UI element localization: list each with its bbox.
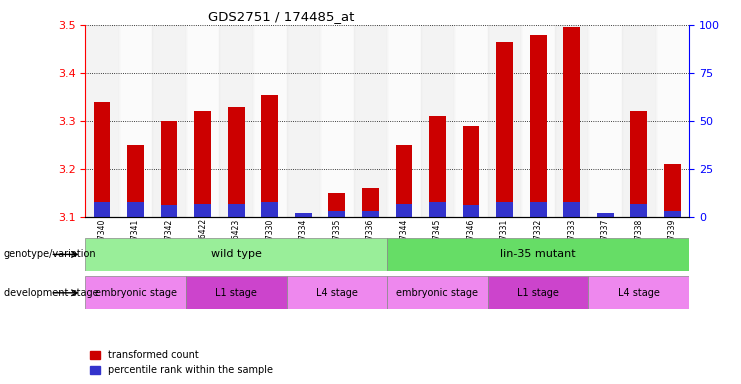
Bar bbox=[664, 211, 681, 217]
Bar bbox=[496, 202, 513, 217]
Bar bbox=[488, 25, 522, 217]
Bar bbox=[127, 202, 144, 217]
Bar bbox=[287, 276, 387, 309]
Bar bbox=[555, 25, 588, 217]
Text: GDS2751 / 174485_at: GDS2751 / 174485_at bbox=[208, 10, 355, 23]
Bar bbox=[530, 202, 547, 217]
Bar bbox=[161, 205, 178, 217]
Bar bbox=[85, 25, 119, 217]
Bar bbox=[563, 27, 580, 217]
Bar bbox=[186, 276, 287, 309]
Bar bbox=[219, 25, 253, 217]
Bar bbox=[622, 25, 656, 217]
Bar bbox=[588, 276, 689, 309]
Bar bbox=[522, 25, 555, 217]
Bar bbox=[227, 204, 245, 217]
Bar bbox=[362, 211, 379, 217]
Bar bbox=[429, 116, 446, 217]
Bar bbox=[496, 42, 513, 217]
Bar bbox=[597, 213, 614, 217]
Bar bbox=[328, 193, 345, 217]
Text: wild type: wild type bbox=[210, 249, 262, 260]
Bar bbox=[387, 25, 421, 217]
Bar bbox=[93, 202, 110, 217]
Bar bbox=[320, 25, 353, 217]
Bar bbox=[186, 25, 219, 217]
Bar bbox=[295, 213, 312, 217]
Bar bbox=[153, 25, 186, 217]
Bar bbox=[488, 276, 588, 309]
Bar bbox=[253, 25, 287, 217]
Text: L4 stage: L4 stage bbox=[618, 288, 659, 298]
Bar bbox=[353, 25, 387, 217]
Bar bbox=[362, 188, 379, 217]
Text: L4 stage: L4 stage bbox=[316, 288, 358, 298]
Bar bbox=[462, 126, 479, 217]
Bar bbox=[462, 205, 479, 217]
Text: embryonic stage: embryonic stage bbox=[396, 288, 479, 298]
Text: lin-35 mutant: lin-35 mutant bbox=[500, 249, 576, 260]
Bar bbox=[262, 202, 278, 217]
Bar bbox=[563, 202, 580, 217]
Bar bbox=[656, 25, 689, 217]
Bar bbox=[194, 204, 211, 217]
Text: embryonic stage: embryonic stage bbox=[95, 288, 176, 298]
Bar bbox=[631, 111, 647, 217]
Bar bbox=[396, 145, 412, 217]
Bar bbox=[119, 25, 153, 217]
Bar bbox=[530, 35, 547, 217]
Bar bbox=[588, 25, 622, 217]
Bar bbox=[262, 94, 278, 217]
Bar bbox=[161, 121, 178, 217]
Bar bbox=[429, 202, 446, 217]
Bar bbox=[387, 238, 689, 271]
Bar bbox=[387, 276, 488, 309]
Text: genotype/variation: genotype/variation bbox=[4, 249, 96, 260]
Bar bbox=[227, 107, 245, 217]
Bar bbox=[287, 25, 320, 217]
Bar bbox=[85, 238, 387, 271]
Bar bbox=[454, 25, 488, 217]
Legend: transformed count, percentile rank within the sample: transformed count, percentile rank withi… bbox=[90, 351, 273, 375]
Bar bbox=[664, 164, 681, 217]
Bar bbox=[421, 25, 454, 217]
Text: development stage: development stage bbox=[4, 288, 99, 298]
Bar bbox=[93, 102, 110, 217]
Bar bbox=[328, 211, 345, 217]
Text: L1 stage: L1 stage bbox=[215, 288, 257, 298]
Bar bbox=[396, 204, 412, 217]
Bar bbox=[194, 111, 211, 217]
Bar bbox=[631, 204, 647, 217]
Text: L1 stage: L1 stage bbox=[517, 288, 559, 298]
Bar bbox=[85, 276, 186, 309]
Bar bbox=[127, 145, 144, 217]
